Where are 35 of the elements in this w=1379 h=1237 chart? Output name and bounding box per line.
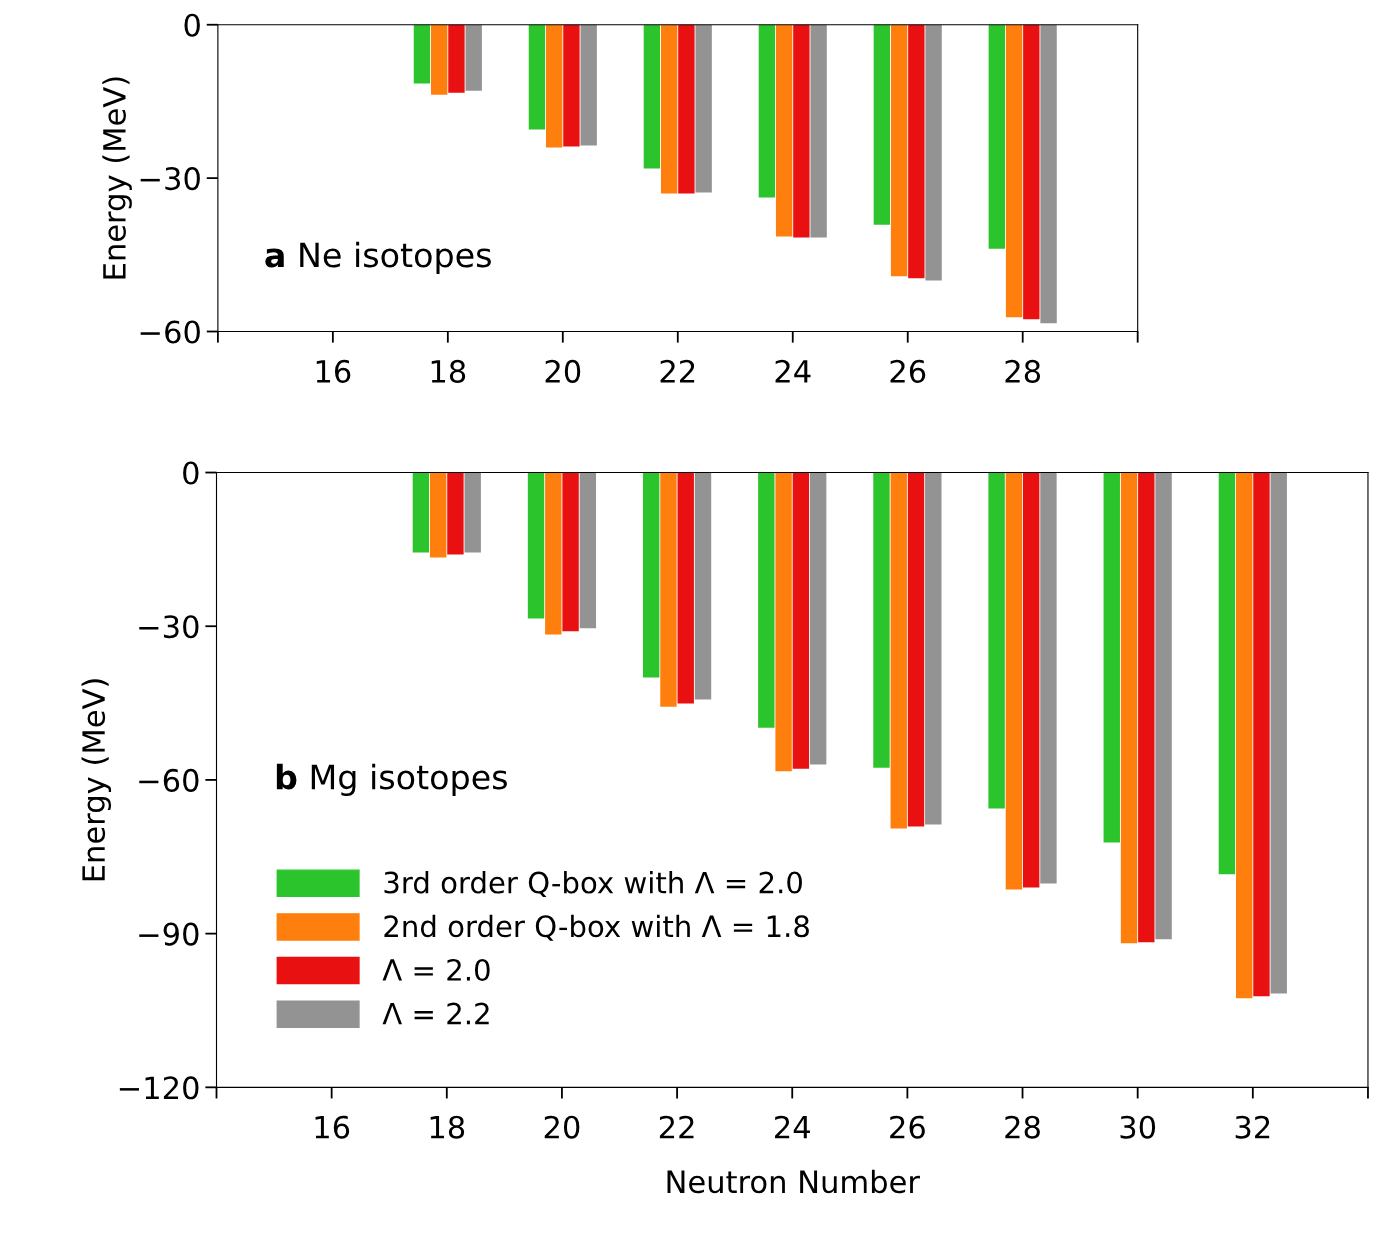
y-tick-label: −60: [140, 320, 200, 344]
x-tick-label: 18: [430, 1115, 465, 1139]
x-tick-label: 28: [1005, 359, 1041, 383]
x-tick-label: 16: [315, 1115, 350, 1139]
x-tick-label: 20: [544, 1115, 580, 1139]
x-tick-label: 26: [890, 1115, 925, 1139]
x-tick-label: 30: [1120, 1115, 1156, 1139]
legend-label: Λ = 2.2: [382, 1002, 489, 1025]
x-tick-label: 32: [1235, 1115, 1270, 1139]
y-tick-label: −60: [139, 768, 199, 792]
y-tick-label: 0: [184, 13, 200, 37]
y-axis-title: Energy (MeV): [81, 679, 112, 881]
annotation: b: [276, 763, 297, 790]
annotation: a: [265, 248, 284, 268]
y-tick-label: −30: [139, 615, 199, 639]
x-tick-label: 22: [659, 1115, 694, 1139]
x-tick-label: 26: [890, 359, 926, 383]
annotation: Ne isotopes: [300, 241, 491, 275]
y-tick-label: −30: [140, 167, 200, 191]
y-tick-label: −90: [139, 922, 199, 946]
y-axis-title: Energy (MeV): [102, 77, 132, 279]
legend-label: 2nd order Q-box with Λ = 1.8: [384, 914, 809, 941]
x-tick-label: 24: [775, 1115, 810, 1139]
y-tick-label: 0: [183, 461, 199, 485]
legend-label: Λ = 2.0: [382, 958, 490, 981]
x-tick-label: 18: [431, 359, 466, 383]
x-tick-label: 28: [1005, 1115, 1040, 1139]
x-tick-label: 20: [545, 359, 581, 383]
y-tick-label: −120: [119, 1076, 199, 1100]
x-tick-label: 16: [316, 359, 351, 383]
legend-label: 3rd order Q-box with Λ = 2.0: [384, 871, 802, 897]
x-tick-label: 22: [660, 359, 695, 383]
annotation: Mg isotopes: [311, 763, 507, 797]
x-tick-label: 24: [775, 359, 811, 383]
x-axis-title: Neutron Number: [667, 1169, 920, 1194]
